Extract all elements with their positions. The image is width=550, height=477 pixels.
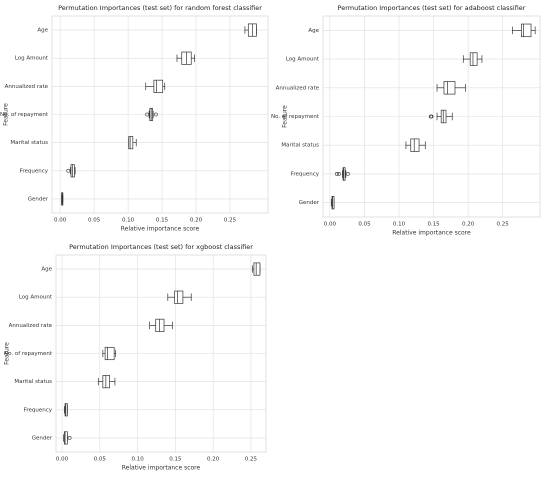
y-axis-label: Feature: [4, 342, 11, 365]
x-tick-label: 0.10: [122, 218, 135, 224]
y-tick-label: Log Amount: [19, 295, 53, 301]
x-tick-label: 0.10: [131, 457, 144, 463]
box: [104, 346, 115, 361]
y-tick-label: Annualized rate: [5, 84, 49, 90]
x-tick-label: 0.05: [88, 218, 101, 224]
y-tick-label: Annualized rate: [9, 323, 53, 329]
box: [469, 52, 478, 66]
x-axis-label: Relative importance score: [392, 230, 471, 237]
flier: [345, 172, 350, 176]
y-axis-label: Feature: [282, 105, 289, 128]
x-tick-label: 0.20: [207, 457, 220, 463]
x-tick-label: 0.15: [156, 218, 169, 224]
x-tick-label: 0.00: [54, 218, 67, 224]
box: [128, 136, 134, 150]
x-tick-label: 0.10: [393, 222, 406, 228]
y-tick-label: Gender: [299, 200, 320, 206]
y-tick-label: Gender: [28, 196, 49, 202]
y-tick-label: Marital status: [10, 140, 48, 146]
flier: [334, 172, 339, 176]
box: [102, 375, 110, 389]
y-tick-label: Frequency: [291, 171, 320, 177]
x-tick-label: 0.25: [497, 222, 510, 228]
x-tick-label: 0.25: [245, 457, 258, 463]
x-tick-label: 0.15: [169, 457, 182, 463]
y-tick-label: Log Amount: [286, 57, 320, 63]
x-tick-label: 0.05: [94, 457, 107, 463]
box: [63, 431, 68, 445]
y-tick-label: Log Amount: [15, 56, 49, 62]
x-tick-label: 0.15: [427, 222, 440, 228]
box: [174, 290, 184, 304]
x-axis-label: Relative importance score: [122, 465, 201, 472]
x-tick-label: 0.00: [56, 457, 69, 463]
flier: [66, 168, 71, 173]
x-tick-label: 0.20: [190, 218, 203, 224]
x-tick-label: 0.20: [462, 222, 475, 228]
box: [443, 81, 456, 95]
x-axis-label: Relative importance score: [121, 226, 200, 233]
x-tick-label: 0.00: [324, 222, 337, 228]
y-tick-label: Frequency: [24, 407, 53, 413]
flier: [429, 114, 434, 119]
subplot: 0.00 0.05 0.10 0.15 0.20 0.25 Age Log Amount Ann…: [0, 4, 269, 233]
chart-title: Permutation Importances (test set) for r…: [58, 4, 262, 12]
flier: [145, 112, 149, 117]
y-axis-label: Feature: [3, 103, 10, 126]
y-tick-label: Age: [37, 28, 48, 34]
x-tick-label: 0.05: [358, 222, 371, 228]
box: [410, 138, 420, 152]
box: [253, 262, 261, 276]
flier: [154, 112, 158, 117]
y-tick-label: Marital status: [281, 143, 319, 149]
y-tick-label: Annualized rate: [276, 85, 320, 91]
y-tick-label: Age: [308, 28, 319, 34]
flier: [336, 172, 341, 176]
x-tick-label: 0.25: [224, 218, 237, 224]
y-tick-label: Gender: [32, 435, 53, 441]
y-tick-label: Marital status: [14, 379, 52, 385]
y-tick-label: No. of repayment: [0, 112, 49, 118]
subplot: 0.00 0.05 0.10 0.15 0.20 0.25 Age Log Amount Ann…: [4, 243, 267, 472]
flier: [67, 436, 72, 440]
box: [155, 318, 165, 332]
subplot: 0.00 0.05 0.10 0.15 0.20 0.25 Age Log Amount Ann…: [271, 4, 541, 237]
chart-title: Permutation Importances (test set) for x…: [69, 243, 253, 251]
box: [153, 79, 164, 93]
box: [64, 403, 68, 417]
box: [520, 23, 532, 38]
y-tick-label: No. of repayment: [4, 351, 53, 357]
y-tick-label: Frequency: [20, 168, 49, 174]
y-tick-label: Age: [41, 267, 52, 273]
chart-title: Permutation Importances (test set) for a…: [338, 4, 526, 12]
y-tick-label: No. of repayment: [271, 114, 320, 120]
